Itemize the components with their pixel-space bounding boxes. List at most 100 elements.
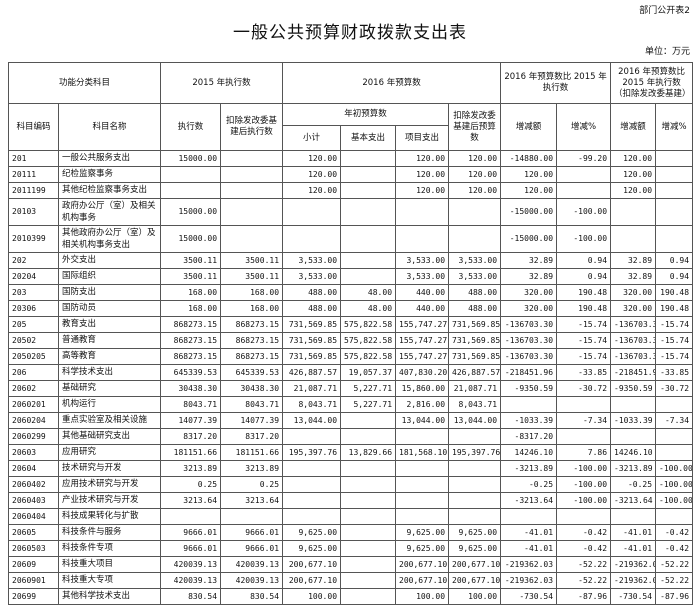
cell-diff-2: -136703.30 (610, 332, 657, 349)
table-row: 2060503 科技条件专项 9666.01 9666.01 9,625.00 9,625… (8, 540, 694, 557)
cell-net-budget: 9,625.00 (448, 524, 502, 541)
cell-project: 120.00 (395, 182, 450, 199)
cell-net-budget: 731,569.85 (448, 348, 502, 365)
cell-name: 科技成果转化与扩散 (57, 508, 162, 525)
table-row: 20609 科技重大项目 420039.13 420039.13 200,677.10 2… (8, 556, 694, 573)
cell-pct-2 (655, 150, 694, 167)
cell-net-budget: 3,533.00 (448, 268, 502, 285)
cell-pct-1 (556, 508, 612, 525)
cell-name: 其他政府办公厅（室）及相关机构事务支出 (57, 225, 162, 253)
cell-pct-1: -33.85 (556, 364, 612, 381)
cell-code: 205 (8, 316, 59, 333)
cell-diff-1: -15000.00 (500, 198, 558, 226)
cell-pct-1: 7.86 (556, 444, 612, 461)
cell-basic (340, 492, 397, 509)
cell-name: 普通教育 (57, 332, 162, 349)
cell-pct-2 (655, 182, 694, 199)
cell-code: 2011199 (8, 182, 59, 199)
cell-basic: 575,822.58 (340, 316, 397, 333)
cell-subtotal: 13,044.00 (282, 412, 342, 429)
cell-project: 200,677.10 (395, 556, 450, 573)
table-row: 2060299 其他基础研究支出 8317.20 8317.20 -8317.20 (8, 428, 694, 445)
header-code: 科目编码 (8, 103, 59, 151)
cell-project: 9,625.00 (395, 524, 450, 541)
cell-basic: 19,057.37 (340, 364, 397, 381)
cell-project: 200,677.10 (395, 572, 450, 589)
cell-name: 教育支出 (57, 316, 162, 333)
cell-diff-2: 120.00 (610, 150, 657, 167)
cell-subtotal: 120.00 (282, 166, 342, 183)
header-2015-exec: 2015 年执行数 (160, 62, 284, 104)
header-basic: 基本支出 (340, 125, 397, 151)
cell-pct-1: 0.94 (556, 252, 612, 269)
cell-subtotal: 120.00 (282, 150, 342, 167)
header-2016-budget: 2016 年预算数 (282, 62, 502, 104)
cell-code: 2060204 (8, 412, 59, 429)
cell-exec-net: 168.00 (220, 284, 284, 301)
header-subtotal: 小计 (282, 125, 342, 151)
cell-net-budget (448, 198, 502, 226)
cell-exec-net: 3213.64 (220, 492, 284, 509)
cell-subtotal: 9,625.00 (282, 524, 342, 541)
table-row: 20699 其他科学技术支出 830.54 830.54 100.00 100.00 100… (8, 588, 694, 605)
cell-basic: 575,822.58 (340, 348, 397, 365)
cell-name: 国防支出 (57, 284, 162, 301)
cell-diff-1 (500, 508, 558, 525)
cell-diff-1: 120.00 (500, 182, 558, 199)
cell-pct-2 (655, 198, 694, 226)
cell-name: 一般公共服务支出 (57, 150, 162, 167)
cell-project: 13,044.00 (395, 412, 450, 429)
cell-pct-1: -99.20 (556, 150, 612, 167)
cell-exec-net (220, 225, 284, 253)
header-project: 项目支出 (395, 125, 450, 151)
cell-project: 155,747.27 (395, 332, 450, 349)
cell-net-budget (448, 508, 502, 525)
table-row: 201 一般公共服务支出 15000.00 120.00 120.00 120.00 -14… (8, 150, 694, 167)
cell-basic (340, 182, 397, 199)
cell-pct-2: -52.22 (655, 572, 694, 589)
cell-basic (340, 508, 397, 525)
cell-code: 20306 (8, 300, 59, 317)
cell-pct-2: -100.00 (655, 476, 694, 493)
table-row: 20602 基础研究 30438.30 30438.30 21,087.71 5,227.… (8, 380, 694, 397)
cell-name: 纪检监察事务 (57, 166, 162, 183)
cell-pct-2: -15.74 (655, 332, 694, 349)
cell-name: 国际组织 (57, 268, 162, 285)
table-row: 2060201 机构运行 8043.71 8043.71 8,043.71 5,227.7… (8, 396, 694, 413)
cell-name: 科学技术支出 (57, 364, 162, 381)
cell-diff-1: -219362.03 (500, 556, 558, 573)
header-compare-2: 2016 年预算数比 2015 年执行数（扣除发改委基建） (610, 62, 694, 104)
cell-exec: 9666.01 (160, 524, 222, 541)
cell-name: 国防动员 (57, 300, 162, 317)
cell-exec: 3500.11 (160, 252, 222, 269)
cell-net-budget: 488.00 (448, 300, 502, 317)
cell-diff-2: 32.89 (610, 252, 657, 269)
cell-basic (340, 572, 397, 589)
cell-code: 2060402 (8, 476, 59, 493)
cell-basic (340, 460, 397, 477)
cell-pct-2 (655, 166, 694, 183)
cell-diff-2: -41.01 (610, 524, 657, 541)
cell-name: 基础研究 (57, 380, 162, 397)
cell-net-budget: 488.00 (448, 284, 502, 301)
unit-label: 单位：万元 (644, 47, 690, 57)
cell-name: 产业技术研究与开发 (57, 492, 162, 509)
cell-diff-1 (500, 396, 558, 413)
cell-pct-1 (556, 182, 612, 199)
cell-pct-2: -0.42 (655, 540, 694, 557)
cell-basic: 48.00 (340, 284, 397, 301)
cell-basic (340, 556, 397, 573)
header-compare-1: 2016 年预算数比 2015 年执行数 (500, 62, 612, 104)
cell-diff-1: -9350.59 (500, 380, 558, 397)
cell-exec: 3213.89 (160, 460, 222, 477)
table-header: 功能分类科目 2015 年执行数 2016 年预算数 2016 年预算数比 20… (7, 62, 694, 151)
cell-exec-net (220, 150, 284, 167)
cell-diff-1: -41.01 (500, 524, 558, 541)
cell-diff-1: 120.00 (500, 166, 558, 183)
cell-basic (340, 588, 397, 605)
cell-pct-2: -52.22 (655, 556, 694, 573)
cell-diff-2: 120.00 (610, 166, 657, 183)
cell-diff-2 (610, 508, 657, 525)
cell-pct-2: -33.85 (655, 364, 694, 381)
cell-name: 其他科学技术支出 (57, 588, 162, 605)
